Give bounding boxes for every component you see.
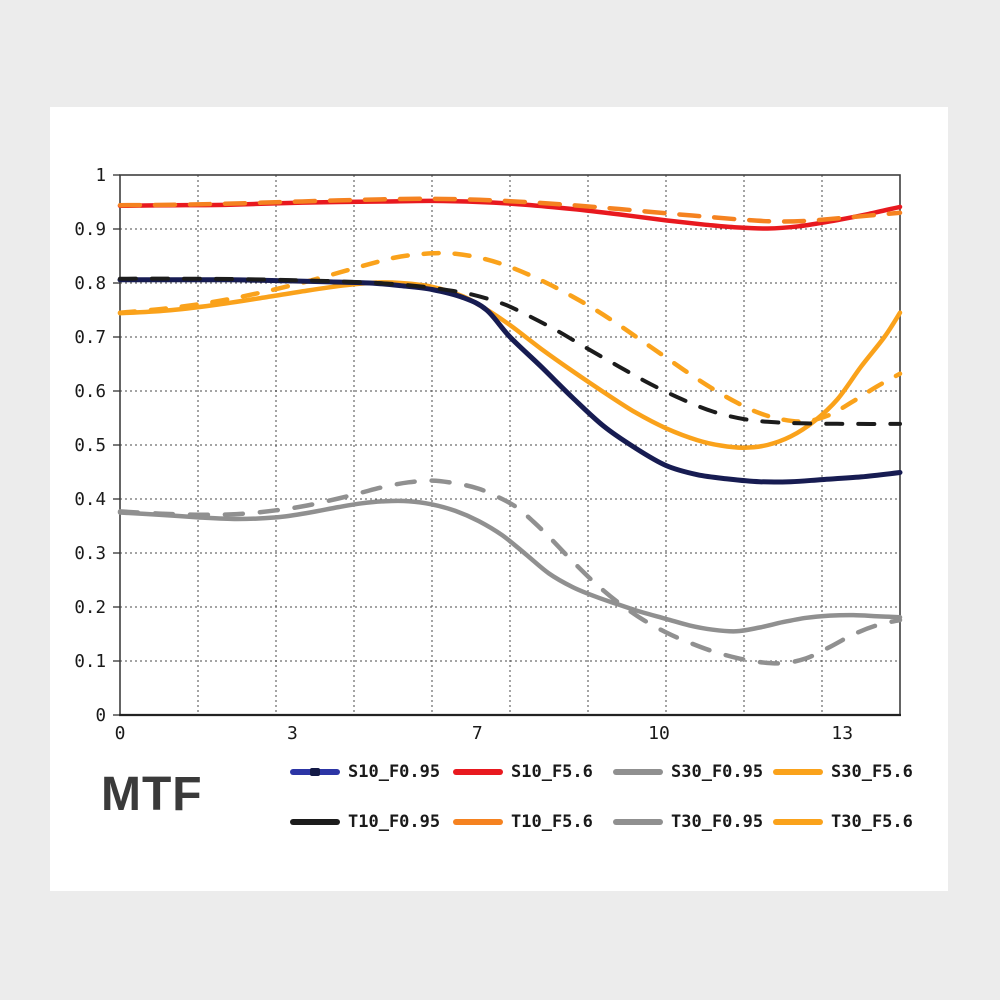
legend-item-S10_F0.95: S10_F0.95 — [290, 751, 453, 793]
legend-item-S30_F0.95: S30_F0.95 — [613, 751, 773, 793]
legend-line-swatch — [613, 769, 663, 775]
legend-line-swatch — [613, 819, 663, 825]
legend-label: T10_F5.6 — [511, 812, 593, 832]
legend-line-swatch — [453, 819, 503, 825]
legend-label: S30_F0.95 — [671, 762, 764, 782]
legend-label: S10_F0.95 — [348, 762, 441, 782]
legend-line-swatch — [453, 769, 503, 775]
legend-label: S10_F5.6 — [511, 762, 593, 782]
legend-line-swatch — [773, 769, 823, 775]
legend-label: S30_F5.6 — [831, 762, 913, 782]
legend-line-swatch — [290, 819, 340, 825]
chart-legend: S10_F0.95 S10_F5.6 S30_F0.95 S30_F5.6 T10_F0… — [290, 751, 933, 843]
legend-label: T10_F0.95 — [348, 812, 441, 832]
legend-item-S30_F5.6: S30_F5.6 — [773, 751, 933, 793]
legend-point-marker — [310, 768, 320, 776]
legend-item-T10_F0.95: T10_F0.95 — [290, 801, 453, 843]
legend-line-swatch — [773, 819, 823, 825]
chart-title: MTF — [101, 768, 203, 821]
legend-item-S10_F5.6: S10_F5.6 — [453, 751, 613, 793]
legend-item-T10_F5.6: T10_F5.6 — [453, 801, 613, 843]
legend-item-T30_F0.95: T30_F0.95 — [613, 801, 773, 843]
legend-label: T30_F5.6 — [831, 812, 913, 832]
legend-line-swatch — [290, 768, 340, 776]
legend-item-T30_F5.6: T30_F5.6 — [773, 801, 933, 843]
legend-label: T30_F0.95 — [671, 812, 764, 832]
